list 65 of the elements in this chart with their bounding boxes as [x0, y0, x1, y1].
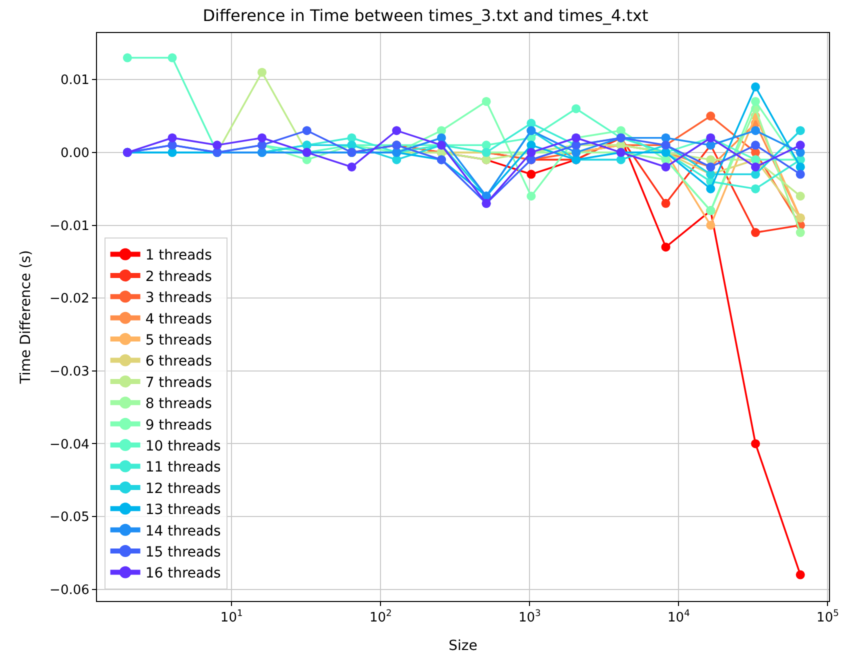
x-axis-title: Size: [448, 638, 478, 654]
point: [168, 53, 177, 62]
x-tick-label: 10$^{3}$: [518, 609, 542, 626]
point: [706, 112, 716, 121]
point: [347, 162, 356, 172]
legend-label: 9 threads: [145, 417, 212, 434]
y-tick-label: −0.02: [50, 292, 90, 307]
legend-label: 12 threads: [145, 480, 221, 497]
point: [751, 184, 760, 194]
legend-label: 16 threads: [145, 566, 221, 582]
point: [661, 162, 670, 172]
point: [122, 53, 132, 62]
point: [526, 170, 536, 179]
y-tick-label: 0.00: [60, 146, 90, 161]
point: [302, 126, 312, 136]
point: [706, 220, 716, 230]
legend-label: 10 threads: [145, 438, 221, 454]
legend-label: 3 threads: [145, 290, 212, 306]
point: [751, 162, 760, 172]
legend-label: 6 threads: [145, 354, 212, 370]
legend-label: 1 threads: [145, 248, 212, 264]
point: [751, 82, 760, 92]
y-tick-label: −0.05: [50, 510, 90, 526]
y-tick-label: −0.04: [50, 437, 90, 452]
point: [661, 198, 670, 208]
legend-label: 7 threads: [145, 374, 212, 391]
point: [751, 439, 760, 448]
legend-label: 13 threads: [145, 502, 221, 518]
legend-label: 2 threads: [145, 268, 212, 285]
point: [751, 126, 760, 136]
point: [751, 140, 760, 150]
point: [751, 96, 760, 106]
point: [661, 242, 670, 252]
y-axis-title: Time Difference (s): [18, 250, 34, 385]
chart-title: Difference in Time between times_3.txt and times_4.txt: [202, 6, 648, 26]
x-tick-label: 10$^{5}$: [816, 609, 839, 626]
point: [212, 140, 222, 150]
point: [392, 126, 402, 136]
legend-label: 14 threads: [145, 523, 221, 540]
point: [706, 184, 716, 194]
point: [796, 570, 805, 580]
point: [526, 192, 536, 201]
y-tick-label: −0.06: [50, 582, 90, 598]
point: [258, 68, 267, 77]
legend-label: 5 threads: [145, 332, 212, 348]
point: [796, 170, 805, 179]
point: [572, 104, 581, 114]
legend-label: 4 threads: [145, 311, 212, 328]
point: [796, 140, 805, 150]
legend-label: 8 threads: [145, 396, 212, 412]
x-tick-label: 10$^{4}$: [668, 609, 690, 626]
point: [168, 133, 177, 142]
x-tick-label: 10$^{2}$: [369, 609, 392, 626]
legend-label: 11 threads: [145, 460, 221, 476]
point: [751, 228, 760, 238]
y-tick-label: 0.01: [60, 73, 90, 88]
legend-label: 15 threads: [145, 544, 221, 560]
point: [482, 96, 491, 106]
point: [258, 133, 267, 142]
y-tick-label: −0.03: [50, 364, 90, 380]
point: [796, 228, 805, 238]
point: [796, 192, 805, 201]
y-tick-label: −0.01: [50, 218, 90, 234]
x-tick-label: 10$^{1}$: [220, 609, 243, 626]
point: [796, 126, 805, 136]
